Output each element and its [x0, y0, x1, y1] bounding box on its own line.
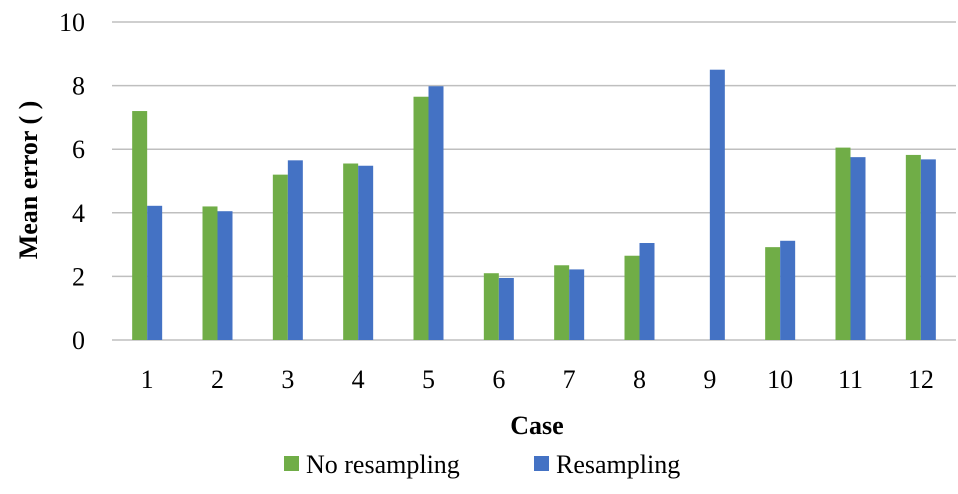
y-tick-label: 4 [72, 199, 85, 228]
legend: No resampling Resampling [284, 450, 680, 479]
bar-no-resampling-case-7 [554, 265, 570, 340]
bar-resampling-case-6 [498, 277, 514, 340]
x-tick-label: 9 [703, 365, 716, 394]
bar-resampling-case-4 [358, 165, 374, 340]
bar-resampling-case-7 [569, 269, 585, 340]
bar-no-resampling-case-2 [202, 206, 218, 340]
bar-no-resampling-case-10 [765, 247, 781, 340]
y-tick-label: 6 [72, 135, 85, 164]
x-tick-label: 1 [141, 365, 154, 394]
x-tick-label: 3 [281, 365, 294, 394]
x-tick-label: 5 [422, 365, 435, 394]
bar-resampling-case-12 [920, 159, 936, 340]
bar-no-resampling-case-6 [483, 273, 499, 340]
y-tick-labels: 0 2 4 6 8 10 [59, 8, 85, 355]
legend-swatch-no-resampling [284, 456, 299, 471]
x-tick-label: 10 [767, 365, 793, 394]
bar-no-resampling-case-8 [624, 255, 640, 340]
y-tick-label: 10 [59, 8, 85, 37]
y-axis-title: Mean error ( ) [14, 101, 43, 260]
bar-no-resampling-case-1 [132, 111, 148, 340]
legend-swatch-resampling [534, 456, 549, 471]
bar-resampling-case-8 [639, 243, 655, 340]
bar-no-resampling-case-12 [905, 154, 921, 340]
bar-resampling-case-9 [709, 69, 725, 340]
bar-resampling-case-3 [287, 160, 303, 340]
gridlines [112, 21, 956, 341]
x-tick-label: 8 [633, 365, 646, 394]
bar-resampling-case-11 [850, 157, 866, 340]
bar-no-resampling-case-3 [272, 174, 288, 340]
x-tick-label: 2 [211, 365, 224, 394]
bar-resampling-case-10 [780, 240, 796, 340]
bar-resampling-case-1 [147, 205, 163, 340]
bar-no-resampling-case-11 [835, 147, 851, 340]
bar-no-resampling-case-4 [343, 163, 359, 340]
x-tick-labels: 1 2 3 4 5 6 7 8 9 10 11 12 [141, 365, 934, 394]
y-tick-label: 8 [72, 72, 85, 101]
bar-resampling-case-5 [428, 86, 444, 341]
x-tick-label: 11 [838, 365, 863, 394]
legend-label: No resampling [306, 450, 460, 479]
legend-label: Resampling [556, 450, 680, 479]
bars [132, 69, 936, 341]
x-tick-label: 6 [492, 365, 505, 394]
y-tick-label: 2 [72, 262, 85, 291]
bar-resampling-case-2 [217, 211, 233, 340]
x-axis-title: Case [510, 411, 563, 440]
x-tick-label: 7 [563, 365, 576, 394]
x-tick-label: 4 [352, 365, 365, 394]
y-tick-label: 0 [72, 326, 85, 355]
bar-no-resampling-case-5 [413, 96, 429, 340]
x-tick-label: 12 [908, 365, 934, 394]
